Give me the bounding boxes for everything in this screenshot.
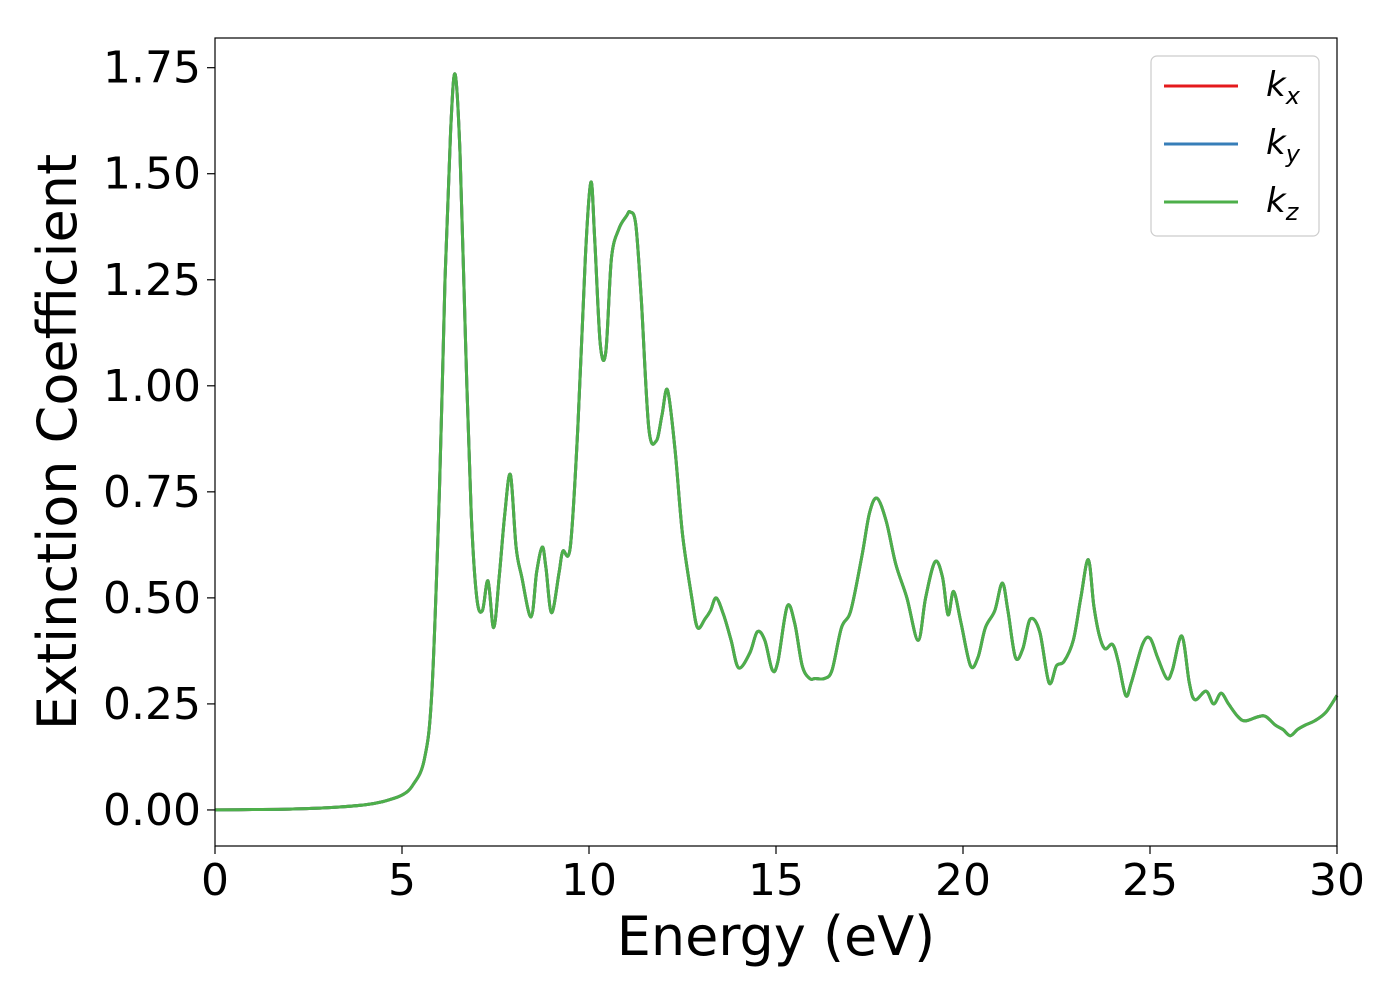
- x-tick-label: 0: [201, 855, 229, 906]
- x-axis: 0 5 10 15 20 25 30: [201, 846, 1365, 906]
- x-tick-label: 20: [935, 855, 991, 906]
- legend: kx ky kz: [1150, 55, 1320, 237]
- legend-label-kz: kz: [1266, 181, 1300, 226]
- series-layer: [214, 72, 1339, 812]
- x-axis-label: Energy (eV): [617, 905, 936, 968]
- y-tick-label: 1.25: [103, 255, 201, 306]
- x-tick-label: 25: [1122, 855, 1178, 906]
- legend-box: [1150, 55, 1320, 237]
- y-tick-label: 0.50: [103, 573, 201, 624]
- x-tick-label: 10: [561, 855, 617, 906]
- y-tick-label: 0.75: [103, 467, 201, 518]
- y-tick-label: 0.00: [103, 785, 201, 836]
- y-axis-label: Extinction Coefficient: [26, 154, 89, 730]
- series-line-k-z: [214, 72, 1339, 812]
- y-axis: 0.00 0.25 0.50 0.75 1.00 1.25 1.50 1.75: [103, 43, 215, 836]
- legend-label-ky: ky: [1266, 123, 1301, 168]
- x-tick-label: 30: [1309, 855, 1365, 906]
- y-tick-label: 1.75: [103, 43, 201, 94]
- x-tick-label: 5: [388, 855, 416, 906]
- y-tick-label: 1.00: [103, 361, 201, 412]
- legend-label-kx: kx: [1266, 65, 1301, 110]
- y-tick-label: 0.25: [103, 679, 201, 730]
- x-tick-label: 15: [748, 855, 804, 906]
- y-tick-label: 1.50: [103, 149, 201, 200]
